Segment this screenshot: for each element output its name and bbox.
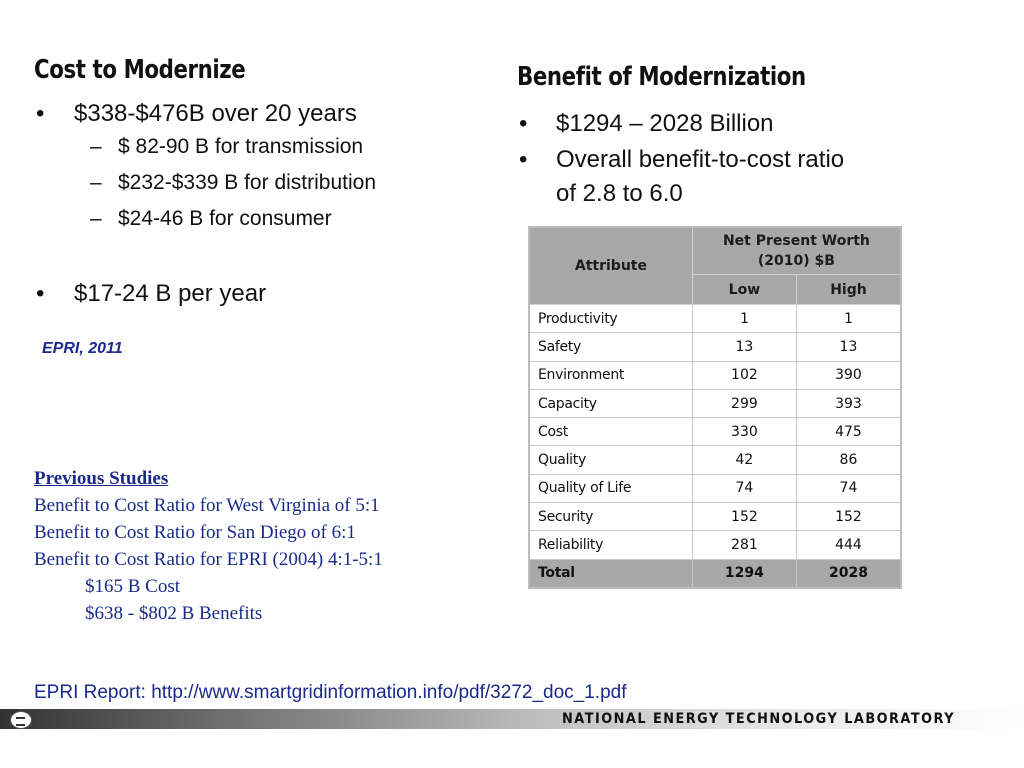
low-cell: 299 [691,388,797,419]
attribute-cell: Cost [528,417,693,447]
high-cell: 1 [795,303,902,334]
cost-sub-item: $ 82-90 B for transmission [36,129,476,165]
high-cell: 475 [795,417,902,447]
study-line: Benefit to Cost Ratio for EPRI (2004) 4:… [34,549,383,570]
high-cell: 390 [795,360,902,390]
table-row: Productivity 1 1 [528,303,902,334]
low-cell: 152 [691,502,797,532]
benefit-range-bullet: $1294 – 2028 Billion [519,107,919,141]
table-row: Environment 102 390 [528,360,902,390]
attribute-cell: Capacity [528,388,693,419]
benefit-ratio-line2: of 2.8 to 6.0 [556,180,683,207]
low-cell: 330 [691,417,797,447]
cost-sub-item: $24-46 B for consumer [36,201,476,237]
cost-per-year-bullet: $17-24 B per year [36,279,476,309]
attribute-cell: Safety [528,332,693,362]
low-cell: 13 [691,332,797,362]
attribute-cell: Environment [528,360,693,390]
table-row: Quality of Life 74 74 [528,473,902,504]
attribute-cell: Quality [528,445,693,475]
epri-report-link[interactable]: EPRI Report: http://www.smartgridinforma… [34,682,627,703]
high-cell: 444 [795,530,902,560]
table-row: Quality 42 86 [528,445,902,475]
column-header-low: Low [691,274,797,305]
total-label-cell: Total [528,558,693,589]
high-cell: 393 [795,388,902,419]
cost-heading: Cost to Modernize [34,55,246,85]
attribute-cell: Productivity [528,303,693,334]
low-cell: 74 [691,473,797,504]
previous-studies: Previous Studies Benefit to Cost Ratio f… [34,465,383,627]
npw-header-line1: Net Present Worth [722,233,870,249]
high-cell: 152 [795,502,902,532]
previous-studies-title: Previous Studies [34,468,169,489]
net-present-worth-table: Attribute Net Present Worth (2010) $B Lo… [528,226,902,589]
low-cell: 102 [691,360,797,390]
study-line: Benefit to Cost Ratio for San Diego of 6… [34,522,356,543]
total-high-cell: 2028 [795,558,902,589]
study-line: Benefit to Cost Ratio for West Virginia … [34,495,380,516]
study-benefits: $638 - $802 B Benefits [85,603,263,624]
total-low-cell: 1294 [691,558,797,589]
low-cell: 1 [691,303,797,334]
attribute-cell: Security [528,502,693,532]
source-citation: EPRI, 2011 [42,340,123,357]
column-header-npw: Net Present Worth (2010) $B [691,226,902,275]
npw-header-line2: (2010) $B [757,253,835,269]
high-cell: 86 [795,445,902,475]
benefit-ratio-line1: Overall benefit-to-cost ratio [556,146,845,173]
benefit-list: $1294 – 2028 Billion Overall benefit-to-… [519,107,919,213]
column-header-high: High [795,274,902,305]
lab-name: NATIONAL ENERGY TECHNOLOGY LABORATORY [562,711,956,727]
attribute-cell: Quality of Life [528,473,693,504]
cost-list: $338-$476B over 20 years $ 82-90 B for t… [36,99,476,309]
high-cell: 74 [795,473,902,504]
benefit-ratio-bullet: Overall benefit-to-cost ratio of 2.8 to … [519,143,919,211]
table-row: Capacity 299 393 [528,388,902,419]
column-header-attribute: Attribute [528,226,693,305]
low-cell: 281 [691,530,797,560]
table-row: Reliability 281 444 [528,530,902,560]
total-row: Total 1294 2028 [528,558,902,589]
table-row: Security 152 152 [528,502,902,532]
attribute-cell: Reliability [528,530,693,560]
benefit-heading: Benefit of Modernization [517,62,806,92]
cost-sub-item: $232-$339 B for distribution [36,165,476,201]
study-cost: $165 B Cost [85,576,181,597]
high-cell: 13 [795,332,902,362]
cost-total-bullet: $338-$476B over 20 years [36,99,476,129]
table-row: Cost 330 475 [528,417,902,447]
footer-bar [0,709,1024,729]
table-row: Safety 13 13 [528,332,902,362]
low-cell: 42 [691,445,797,475]
netl-logo-icon [10,711,32,729]
